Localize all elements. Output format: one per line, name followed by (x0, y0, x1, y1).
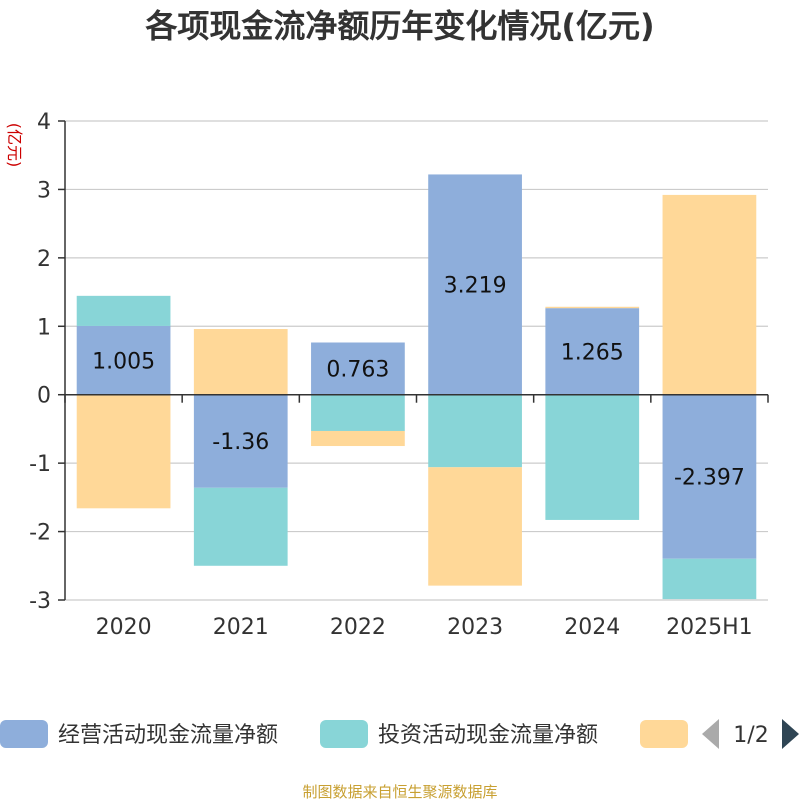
bar-segment (545, 394, 640, 520)
x-tick-label: 2020 (96, 615, 152, 640)
legend-next-icon[interactable] (782, 719, 799, 749)
bar-segment (545, 306, 640, 309)
bar-value-label: 3.219 (444, 274, 507, 299)
legend-swatch[interactable] (320, 720, 368, 748)
legend-swatch[interactable] (0, 720, 48, 748)
bar-segment (662, 394, 757, 559)
bar-segment (193, 394, 288, 488)
y-tick-label: 1 (37, 315, 51, 340)
bar-segment (428, 467, 522, 586)
x-tick-label: 2023 (447, 615, 503, 640)
y-tick-label: -3 (29, 589, 51, 614)
data-labels: 1.005 -1.36 0.763 3.219 1.265 -2.397 (92, 274, 745, 491)
bar-value-label: 1.265 (561, 340, 624, 365)
bar-segment (428, 394, 522, 468)
y-tick-label: -1 (29, 452, 51, 477)
x-tick-label: 2024 (564, 615, 620, 640)
bar-segment (311, 342, 405, 395)
bar-segment (76, 295, 171, 326)
data-source: 制图数据来自恒生聚源数据库 (302, 783, 497, 800)
legend: 经营活动现金流量净额 投资活动现金流量净额 1/2 (0, 719, 799, 749)
bar-segment (428, 174, 522, 395)
x-tick-label: 2021 (213, 615, 269, 640)
y-tick-label: 0 (37, 384, 51, 409)
chart-title: 各项现金流净额历年变化情况(亿元) (145, 7, 654, 45)
bar-value-label: 0.763 (326, 358, 389, 383)
legend-swatch[interactable] (640, 720, 688, 748)
bar-segment (193, 329, 288, 395)
bar-value-label: 1.005 (92, 349, 155, 374)
legend-page-indicator: 1/2 (733, 723, 768, 748)
legend-label[interactable]: 投资活动现金流量净额 (378, 723, 598, 748)
legend-prev-icon[interactable] (702, 719, 719, 749)
y-tick-label: 3 (37, 178, 51, 203)
bar-segment (76, 325, 171, 395)
y-tick-label: -2 (29, 521, 51, 546)
bar-segment (662, 558, 757, 600)
bars (76, 174, 757, 600)
x-tick-label: 2022 (330, 615, 386, 640)
y-tick-label: 2 (37, 247, 51, 272)
bar-segment (545, 308, 640, 395)
bar-segment (311, 394, 405, 431)
axes: -3 -2 -1 0 1 2 3 4 2020 2021 2022 2023 2024 2025H1 (29, 110, 769, 640)
y-tick-label: 4 (37, 110, 51, 135)
bar-segment (76, 394, 171, 509)
bar-segment (662, 194, 757, 395)
y-axis-unit: (亿元) (5, 123, 24, 168)
bar-segment (193, 487, 288, 566)
bar-value-label: -2.397 (674, 466, 745, 491)
grid (65, 120, 768, 601)
legend-label[interactable]: 经营活动现金流量净额 (58, 723, 278, 748)
bar-segment (311, 430, 405, 447)
x-tick-label: 2025H1 (666, 615, 753, 640)
bar-value-label: -1.36 (212, 430, 269, 455)
